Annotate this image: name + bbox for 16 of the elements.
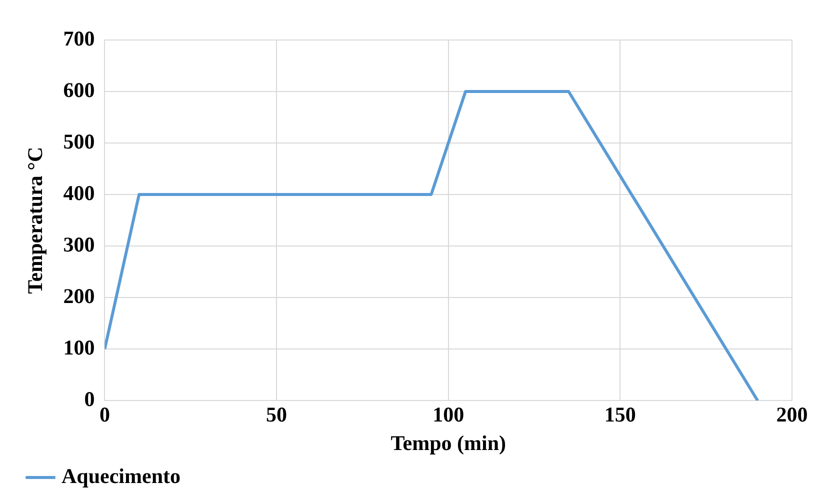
x-tick-label: 150 <box>604 402 636 427</box>
x-tick-label: 100 <box>432 402 464 427</box>
y-tick-label: 200 <box>63 284 95 308</box>
y-tick-label: 400 <box>63 180 95 205</box>
y-tick-label: 300 <box>63 232 95 256</box>
x-tick-label: 0 <box>99 402 110 427</box>
y-tick-label: 100 <box>63 336 95 360</box>
x-tick-label: 200 <box>776 402 808 427</box>
y-tick-label: 500 <box>63 129 95 154</box>
x-axis-title: Tempo (min) <box>390 430 506 455</box>
y-tick-label: 600 <box>63 78 95 102</box>
x-tick-label: 50 <box>266 402 288 427</box>
y-tick-label: 700 <box>63 26 95 50</box>
y-tick-label: 0 <box>84 387 95 412</box>
legend-label: Aquecimento <box>62 464 180 488</box>
y-axis-title: Temperatura °C <box>23 146 48 294</box>
